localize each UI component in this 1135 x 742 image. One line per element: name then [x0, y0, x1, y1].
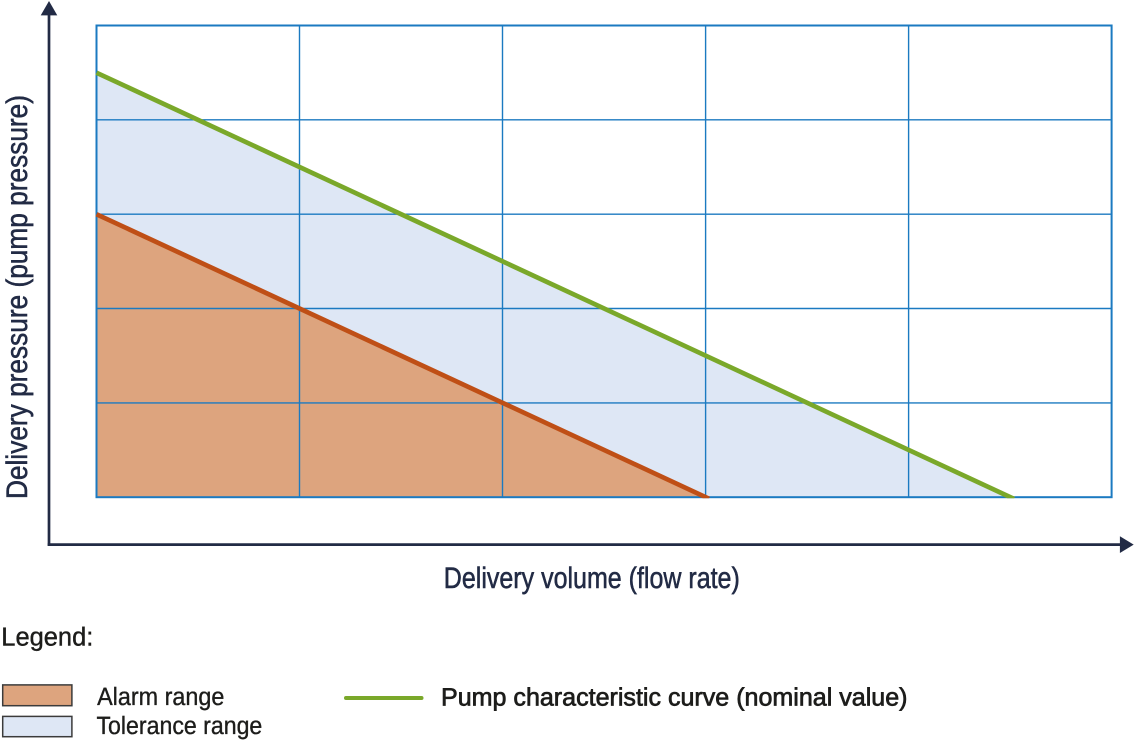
svg-text:Pump characteristic curve (nom: Pump characteristic curve (nominal value…	[441, 683, 908, 711]
svg-text:Legend:: Legend:	[1, 622, 93, 652]
svg-text:Tolerance range: Tolerance range	[97, 712, 263, 740]
svg-text:Delivery volume (flow rate): Delivery volume (flow rate)	[444, 562, 740, 595]
svg-text:Alarm range: Alarm range	[97, 683, 224, 711]
svg-text:Delivery pressure (pump pressu: Delivery pressure (pump pressure)	[1, 95, 34, 499]
